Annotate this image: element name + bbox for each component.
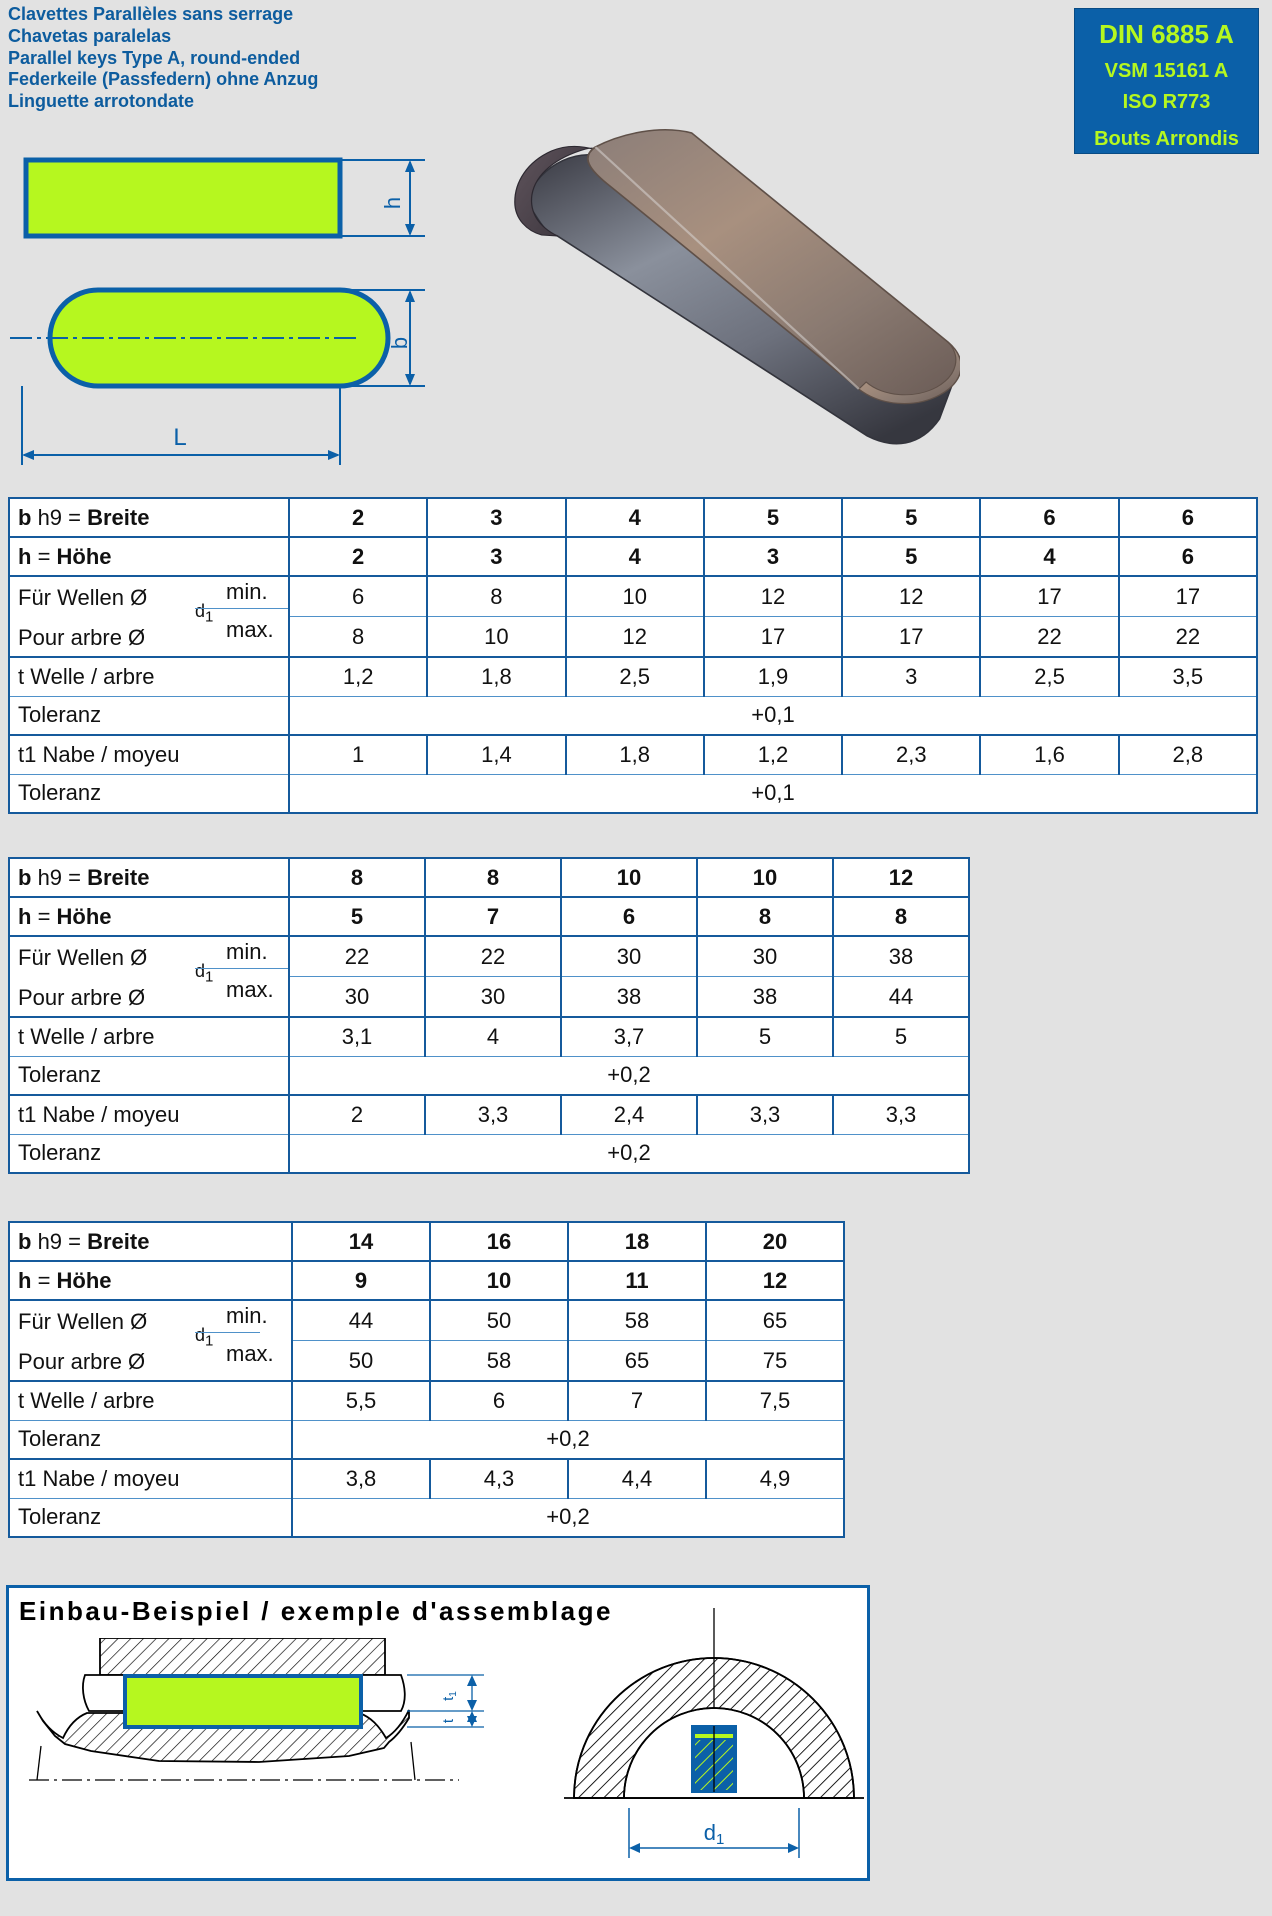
svg-text:t1: t1 [440, 1691, 459, 1701]
svg-text:L: L [173, 424, 186, 451]
svg-text:h: h [380, 197, 405, 209]
svg-text:b: b [387, 337, 412, 349]
svg-text:d1: d1 [704, 1820, 725, 1848]
svg-text:t: t [440, 1718, 457, 1723]
